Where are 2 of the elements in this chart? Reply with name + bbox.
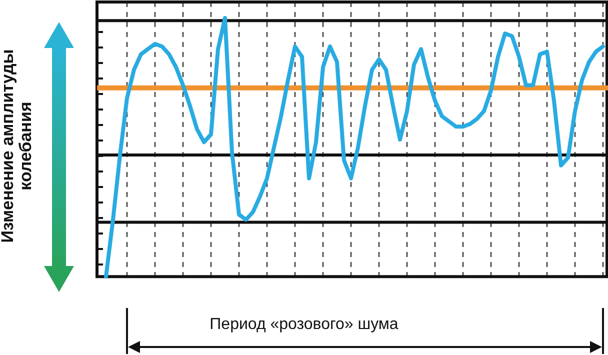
y-axis-title: Изменение амплитуды колебания [0, 48, 35, 245]
text: Период «розового» шума [208, 316, 400, 334]
